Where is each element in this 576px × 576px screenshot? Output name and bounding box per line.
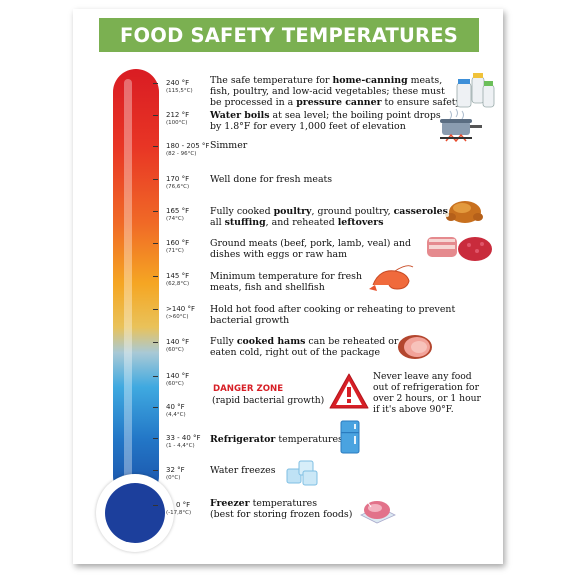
row-desc-165: Fully cooked poultry, ground poultry, ca… — [210, 206, 451, 228]
temp-c: (74°C) — [166, 216, 184, 222]
tick-mark — [153, 83, 158, 84]
tick-mark — [153, 179, 158, 180]
danger-zone-note: Never leave any food out of refrigeratio… — [373, 371, 481, 415]
boiling-pot-icon — [440, 108, 482, 143]
canning-jars-icon — [456, 73, 495, 108]
tick-mark — [153, 211, 158, 212]
temp-f: 0 °F — [176, 501, 191, 509]
temp-c: (1 - 4,4°C) — [166, 443, 195, 449]
temp-c: (62,8°C) — [166, 281, 190, 287]
ice-cubes-icon — [286, 460, 318, 486]
temp-f: 240 °F — [166, 79, 190, 87]
tick-mark — [153, 342, 158, 343]
refrigerator-icon — [340, 420, 360, 454]
row-desc-refrigerator: Refrigerator temperatures — [210, 434, 343, 445]
tick-mark — [153, 309, 158, 310]
temp-c: (60°C) — [166, 381, 184, 387]
tick-mark — [153, 438, 158, 439]
tick-mark — [153, 115, 158, 116]
temp-f: 160 °F — [166, 239, 190, 247]
temp-c: (-17,8°C) — [166, 510, 192, 516]
temp-c: (115,5°C) — [166, 88, 193, 94]
temp-c: (0°C) — [166, 475, 181, 481]
row-desc-ham: Fully cooked hams can be reheated or eat… — [210, 336, 399, 358]
row-desc-145: Minimum temperature for fresh meats, fis… — [210, 271, 362, 293]
tick-mark — [153, 376, 158, 377]
temp-f: 180 - 205 °F — [166, 142, 210, 150]
temp-f: 165 °F — [166, 207, 190, 215]
temp-f: 40 °F — [166, 403, 185, 411]
tick-mark — [153, 243, 158, 244]
temp-c: (60°C) — [166, 347, 184, 353]
tick-mark — [153, 505, 158, 506]
temp-f: 33 - 40 °F — [166, 434, 201, 442]
temp-f: 140 °F — [166, 338, 190, 346]
row-desc-water-freezes: Water freezes — [210, 465, 276, 476]
row-desc-160: Ground meats (beef, pork, lamb, veal) an… — [210, 238, 412, 260]
ham-icon — [398, 335, 432, 359]
frozen-meat-icon — [360, 500, 396, 524]
temp-f: 140 °F — [166, 372, 190, 380]
temp-c: (4,4°C) — [166, 412, 186, 418]
row-desc-240: The safe temperature for home-canning me… — [210, 75, 461, 108]
danger-zone-subtitle: (rapid bacterial growth) — [212, 395, 325, 406]
temp-f: 170 °F — [166, 175, 190, 183]
temp-c: (100°C) — [166, 120, 188, 126]
row-desc-212: Water boils at sea level; the boiling po… — [210, 110, 441, 132]
temp-c: (76,6°C) — [166, 184, 190, 190]
temp-f: 212 °F — [166, 111, 190, 119]
tick-mark — [153, 470, 158, 471]
roast-turkey-icon — [445, 201, 483, 223]
row-desc-freezer: Freezer temperatures (best for storing f… — [210, 498, 353, 520]
row-desc-170: Well done for fresh meats — [210, 174, 333, 185]
temp-f: 145 °F — [166, 272, 190, 280]
warning-triangle-icon — [329, 373, 369, 409]
poster: FOOD SAFETY TEMPERATURES 240 °F (115,5°C… — [73, 9, 503, 564]
temp-c: (71°C) — [166, 248, 184, 254]
temp-c: (>60°C) — [166, 314, 189, 320]
temp-f: >140 °F — [166, 305, 195, 313]
raw-meat-icon — [427, 237, 492, 261]
row-desc-simmer: Simmer — [210, 140, 248, 151]
shrimp-icon — [369, 265, 414, 291]
row-desc-hold-hot: Hold hot food after cooking or reheating… — [210, 304, 456, 326]
tick-mark — [153, 407, 158, 408]
tick-mark — [153, 146, 158, 147]
thermometer-tube — [113, 69, 159, 499]
danger-zone-label: DANGER ZONE — [213, 384, 284, 394]
temp-f: 32 °F — [166, 466, 185, 474]
thermometer-highlight — [124, 79, 132, 479]
temp-c: (82 - 96°C) — [166, 151, 197, 157]
tick-mark — [153, 276, 158, 277]
thermometer-bulb-fill — [105, 483, 165, 543]
page-title: FOOD SAFETY TEMPERATURES — [99, 18, 479, 52]
